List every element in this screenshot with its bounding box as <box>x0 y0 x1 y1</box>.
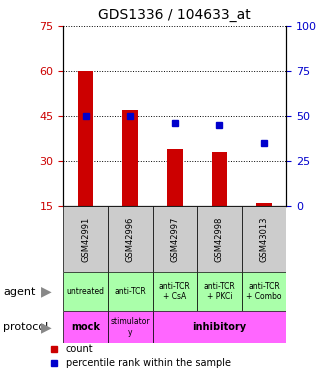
Bar <box>197 272 242 311</box>
Bar <box>167 149 182 206</box>
Text: untreated: untreated <box>67 287 105 296</box>
Text: protocol: protocol <box>3 322 49 332</box>
Bar <box>153 272 197 311</box>
Text: mock: mock <box>71 322 100 332</box>
Text: stimulator
y: stimulator y <box>111 318 150 337</box>
Text: agent: agent <box>3 286 36 297</box>
Bar <box>197 206 242 272</box>
Bar <box>123 110 138 206</box>
Bar <box>78 71 93 206</box>
Text: anti-TCR: anti-TCR <box>114 287 146 296</box>
Text: GSM42991: GSM42991 <box>81 216 90 262</box>
Bar <box>108 272 153 311</box>
Bar <box>256 203 272 206</box>
Bar <box>242 206 286 272</box>
Bar <box>63 311 108 343</box>
Text: count: count <box>66 344 94 354</box>
Bar <box>153 206 197 272</box>
Bar <box>108 206 153 272</box>
Text: ▶: ▶ <box>41 285 52 298</box>
Text: anti-TCR
+ PKCi: anti-TCR + PKCi <box>203 282 235 301</box>
Title: GDS1336 / 104633_at: GDS1336 / 104633_at <box>99 9 251 22</box>
Bar <box>153 311 286 343</box>
Text: percentile rank within the sample: percentile rank within the sample <box>66 358 231 368</box>
Bar <box>108 311 153 343</box>
Text: ▶: ▶ <box>41 320 52 334</box>
Text: GSM42996: GSM42996 <box>126 216 135 262</box>
Text: GSM42998: GSM42998 <box>215 216 224 262</box>
Text: anti-TCR
+ CsA: anti-TCR + CsA <box>159 282 191 301</box>
Text: GSM42997: GSM42997 <box>170 216 179 262</box>
Bar <box>212 152 227 206</box>
Bar <box>242 272 286 311</box>
Text: inhibitory: inhibitory <box>192 322 246 332</box>
Bar <box>63 206 108 272</box>
Text: anti-TCR
+ Combo: anti-TCR + Combo <box>246 282 282 301</box>
Text: GSM43013: GSM43013 <box>259 216 269 262</box>
Bar <box>63 272 108 311</box>
